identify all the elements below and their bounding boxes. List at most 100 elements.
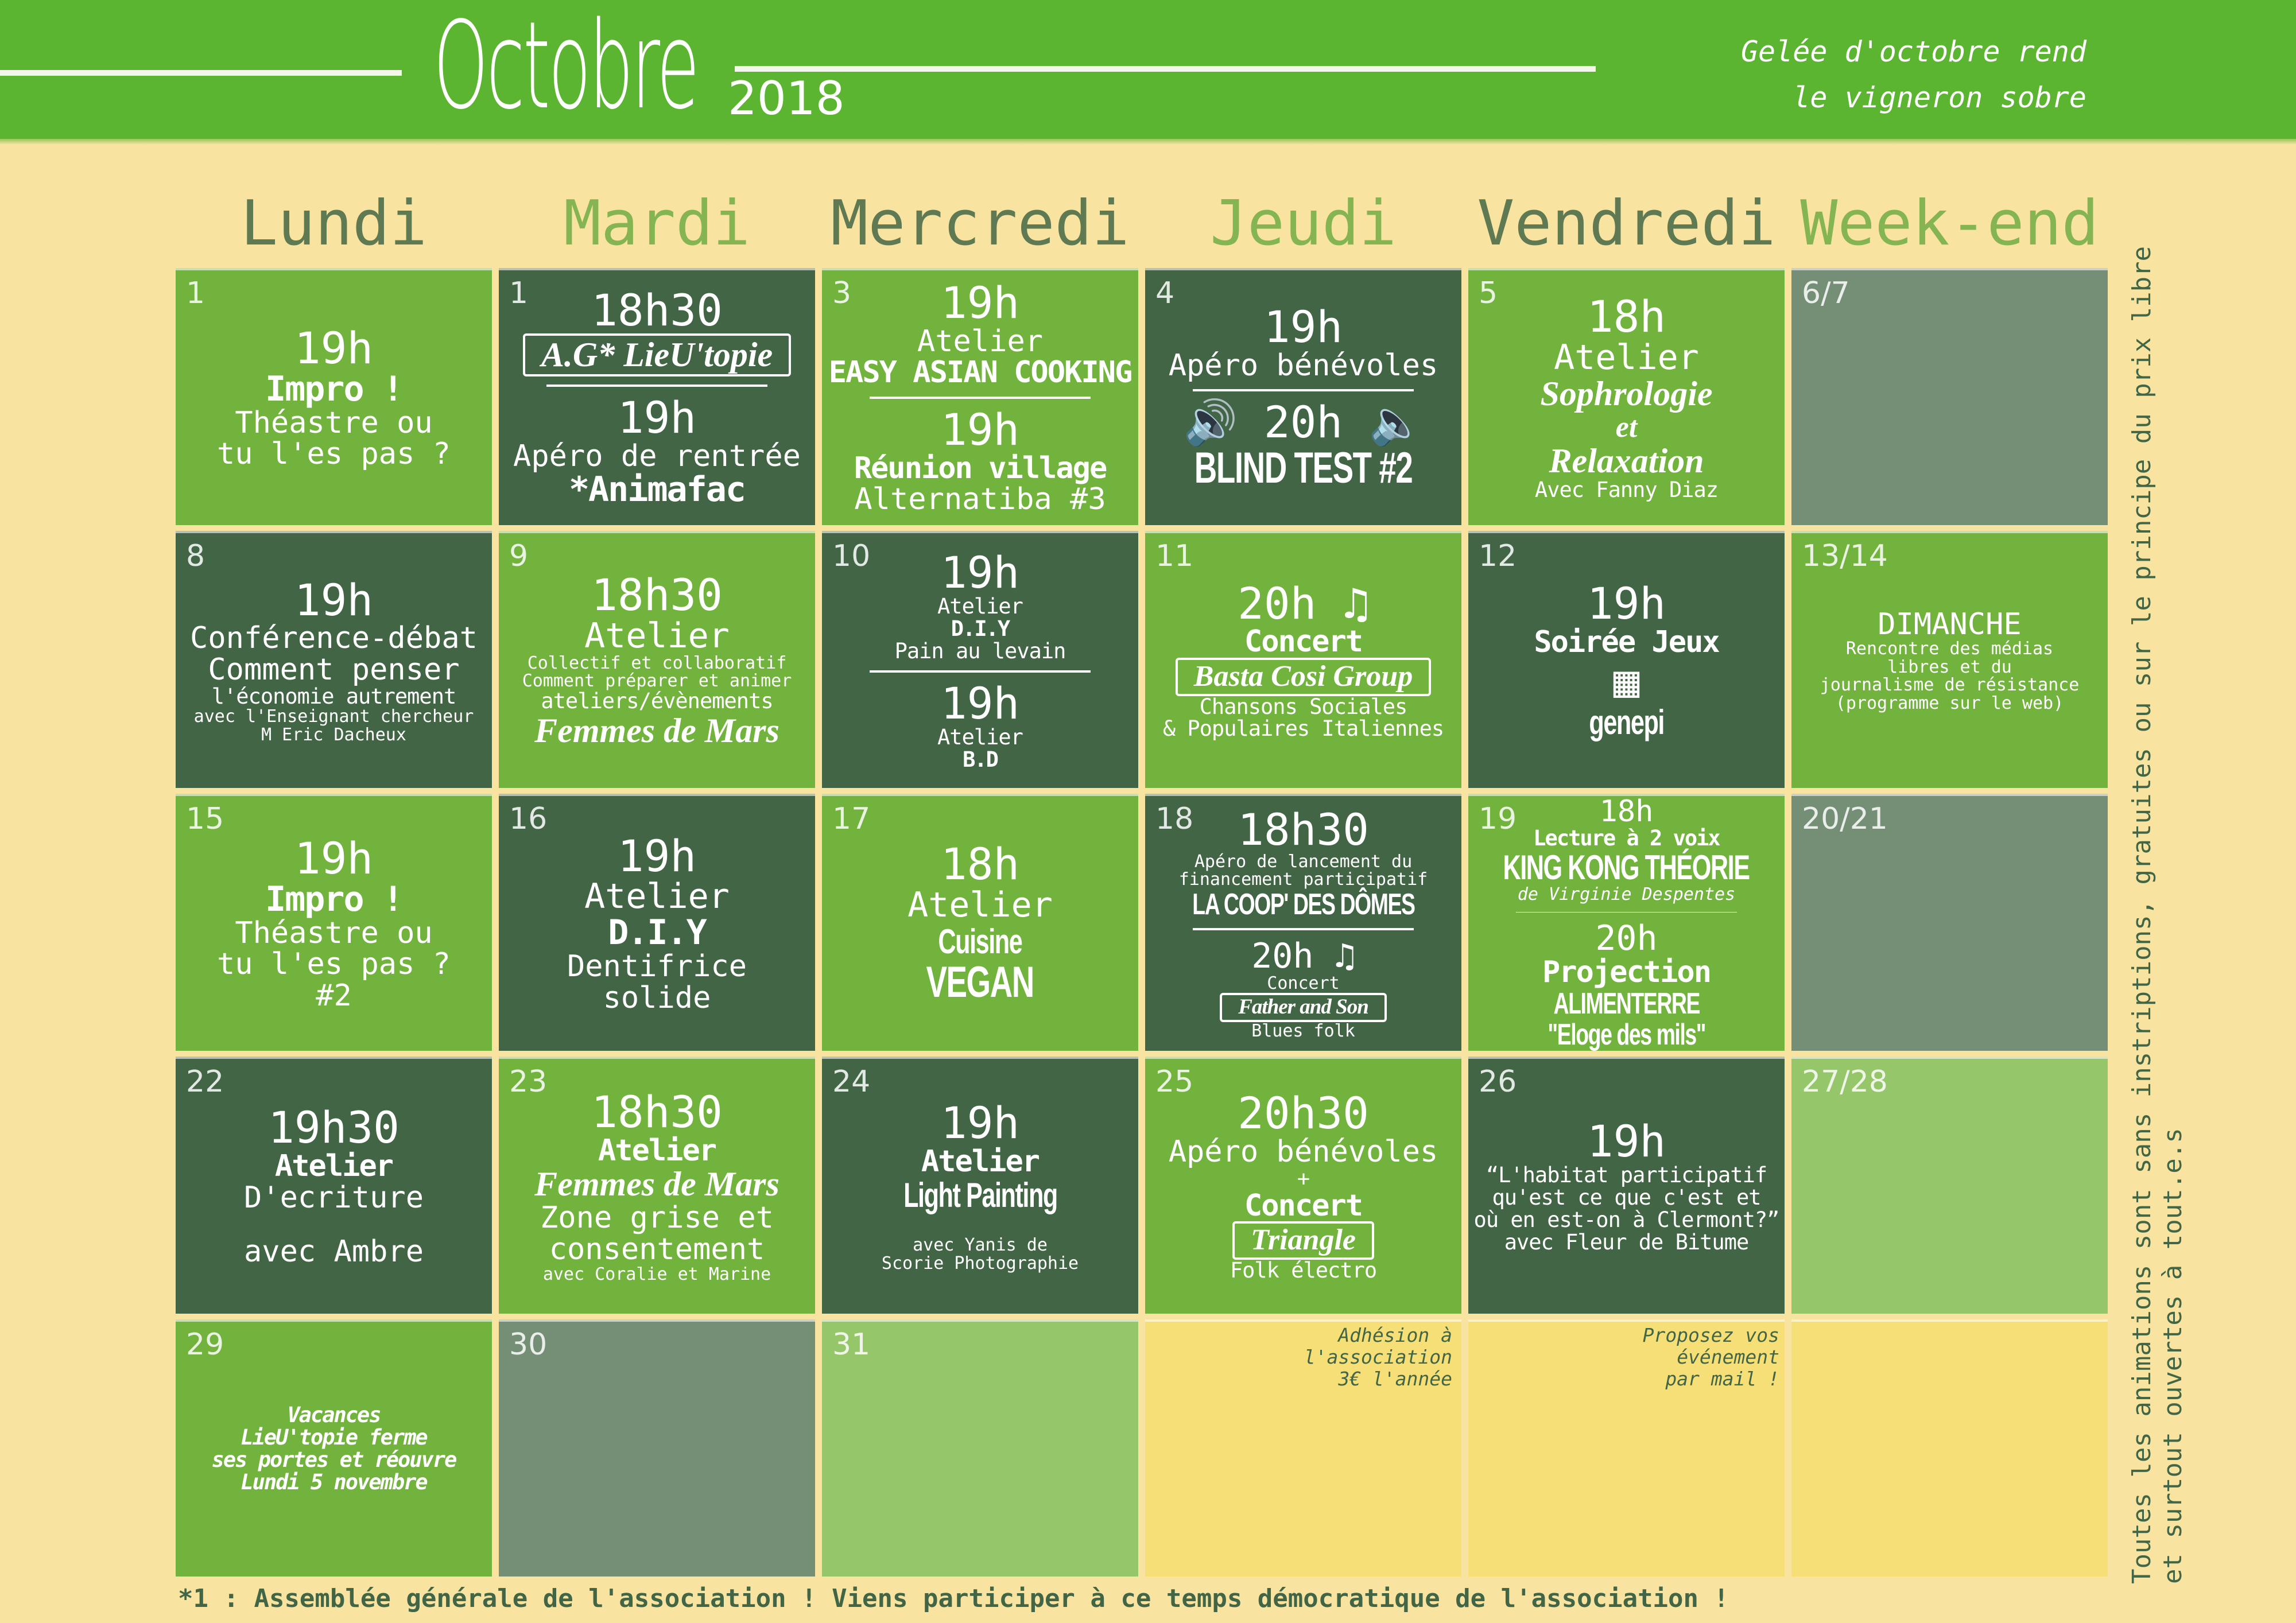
event-text: Chansons Sociales (1199, 694, 1408, 719)
event-text: Atelier (917, 324, 1044, 359)
event-text: Soirée Jeux (1534, 625, 1720, 660)
event-text: Avec Fanny Diaz (1534, 477, 1719, 503)
proverb: Gelée d'octobre rend le vigneron sobre (1741, 29, 2086, 121)
day-number: 11 (1155, 539, 1194, 573)
day-number: 23 (509, 1065, 548, 1099)
event-text: Théastre ou (235, 915, 433, 950)
side-note-line: Toutes les animations sont sans instript… (2127, 246, 2157, 1584)
event-text: LA COOP' DES DÔMES (1192, 887, 1415, 921)
event-text: journalisme de résistance (1820, 675, 2080, 696)
calendar-day-cell: 24 19h Atelier Light Painting avec Yanis de S… (822, 1057, 1138, 1314)
event-text: Atelier (584, 876, 730, 917)
event-text: 18h (940, 838, 1020, 890)
footnote: *1 : Assemblée générale de l'association… (178, 1584, 1729, 1613)
event-text: *Animafac (568, 469, 746, 510)
day-number: 12 (1479, 539, 1517, 573)
divider (869, 397, 1091, 399)
event-text: Comment penser (208, 652, 460, 687)
calendar-day-cell: 19 18h Lecture à 2 voix KING KONG THÉORIE de… (1468, 794, 1785, 1051)
calendar-day-cell: 3 19h Atelier EASY ASIAN COOKING 19h Réunion … (822, 268, 1138, 525)
proverb-line: Gelée d'octobre rend (1740, 35, 2086, 68)
event-text: Lundi 5 novembre (241, 1469, 428, 1494)
event-text: ▦ (1613, 655, 1640, 706)
side-note: Toutes les animations sont sans instript… (2127, 246, 2189, 1584)
day-number: 4 (1155, 276, 1175, 310)
event-text: de Virginie Despentes (1517, 884, 1736, 905)
calendar-day-cell: 1 18h30 A.G* LieU'topie 19h Apéro de rentrée… (499, 268, 815, 525)
calendar-day-cell: 17 18h Atelier Cuisine VEGAN (822, 794, 1138, 1051)
calendar-day-cell: 27/28 (1791, 1057, 2108, 1314)
event-text: 20h30 (1238, 1088, 1369, 1139)
event-text: Femmes de Mars (534, 1165, 779, 1203)
day-header: Mardi (563, 188, 751, 259)
event-text: Concert (1244, 624, 1363, 659)
note-line: événement (1677, 1345, 1779, 1368)
event-text: Zone grise et (540, 1201, 774, 1236)
event-text: 19h (940, 404, 1020, 455)
event-text: Conférence-débat (190, 621, 478, 656)
day-number: 20/21 (1802, 802, 1888, 836)
event-text: 19h (940, 678, 1020, 729)
calendar-day-cell: 20/21 (1791, 794, 2108, 1051)
calendar-day-cell: 25 20h30 Apéro bénévoles + Concert Triangle Fo… (1145, 1057, 1461, 1314)
calendar-day-cell: 12 19h Soirée Jeux ▦ genepi (1468, 531, 1785, 788)
event-text: 20h ♫ (1238, 577, 1369, 629)
note-line: par mail ! (1665, 1367, 1779, 1390)
calendar-day-cell: 4 19h Apéro bénévoles 🔊 20h 🔈 BLIND TEST #2 (1145, 268, 1461, 525)
event-text: 19h (294, 832, 374, 884)
calendar-day-cell: 22 19h30 Atelier D'ecriture avec Ambre (176, 1057, 492, 1314)
event-text: KING KONG THÉORIE (1503, 848, 1751, 887)
header-rule-right (735, 66, 1596, 72)
event-text: avec Yanis de (913, 1235, 1048, 1256)
event-text: 18h30 (591, 1086, 723, 1137)
event-text: M Eric Dacheux (261, 724, 406, 745)
event-text: Atelier (598, 1133, 717, 1168)
event-text: Atelier (907, 885, 1053, 925)
event-text: consentement (549, 1232, 765, 1267)
day-number: 24 (832, 1065, 871, 1099)
event-text: avec Coralie et Marine (542, 1264, 771, 1284)
month-title: Octobre (433, 0, 700, 136)
event-text: ALIMENTERRE (1553, 987, 1700, 1020)
event-text: 19h (617, 391, 697, 443)
event-text: B.D (963, 747, 999, 772)
day-number: 8 (186, 539, 205, 573)
event-text: Lecture à 2 voix (1533, 825, 1720, 851)
day-number: 26 (1479, 1065, 1517, 1099)
calendar-day-cell (1145, 1319, 1461, 1577)
calendar-day-cell: 13/14 DIMANCHE Rencontre des médias libres … (1791, 531, 2108, 788)
day-number: 31 (832, 1327, 871, 1362)
calendar-day-cell: 18 18h30 Apéro de lancement du financement … (1145, 794, 1461, 1051)
header-rule-left (0, 70, 402, 76)
day-number: 15 (186, 802, 224, 836)
event-text: Atelier (274, 1149, 394, 1183)
day-number: 1 (509, 276, 529, 310)
event-text: Sophrologie (1540, 374, 1713, 413)
event-text: Apéro bénévoles (1168, 1135, 1438, 1170)
note-line: 3€ l'année (1338, 1367, 1452, 1390)
day-number: 10 (832, 539, 871, 573)
event-text: Comment préparer et animer (522, 671, 792, 692)
event-text: Alternatiba #3 (854, 482, 1106, 517)
event-text: 19h30 (268, 1102, 400, 1154)
calendar-day-cell: 30 (499, 1319, 815, 1577)
note-line: Adhésion à (1338, 1324, 1452, 1346)
calendar-day-cell: 15 19h Impro ! Théastre ou tu l'es pas ? #2 (176, 794, 492, 1051)
event-text: BLIND TEST #2 (1194, 444, 1413, 493)
event-text: 19h (617, 830, 697, 882)
event-text: avec Ambre (243, 1234, 424, 1269)
event-text: 19h (1587, 578, 1666, 630)
event-text: genepi (1589, 702, 1665, 741)
calendar-day-cell: 8 19h Conférence-débat Comment penser l'écon… (176, 531, 492, 788)
event-text: solide (603, 980, 711, 1015)
event-text: Femmes de Mars (534, 711, 779, 750)
event-text: Relaxation (1549, 442, 1704, 480)
event-text: 20h ♫ (1251, 936, 1355, 977)
divider (1192, 389, 1414, 392)
event-text: Blues folk (1251, 1020, 1355, 1041)
event-text: (programme sur le web) (1835, 693, 2064, 713)
calendar-day-cell: 23 18h30 Atelier Femmes de Mars Zone grise e… (499, 1057, 815, 1314)
event-text: ses portes et réouvre (211, 1447, 457, 1472)
event-text: tu l'es pas ? (217, 437, 451, 472)
event-text: 18h30 (1238, 803, 1369, 855)
